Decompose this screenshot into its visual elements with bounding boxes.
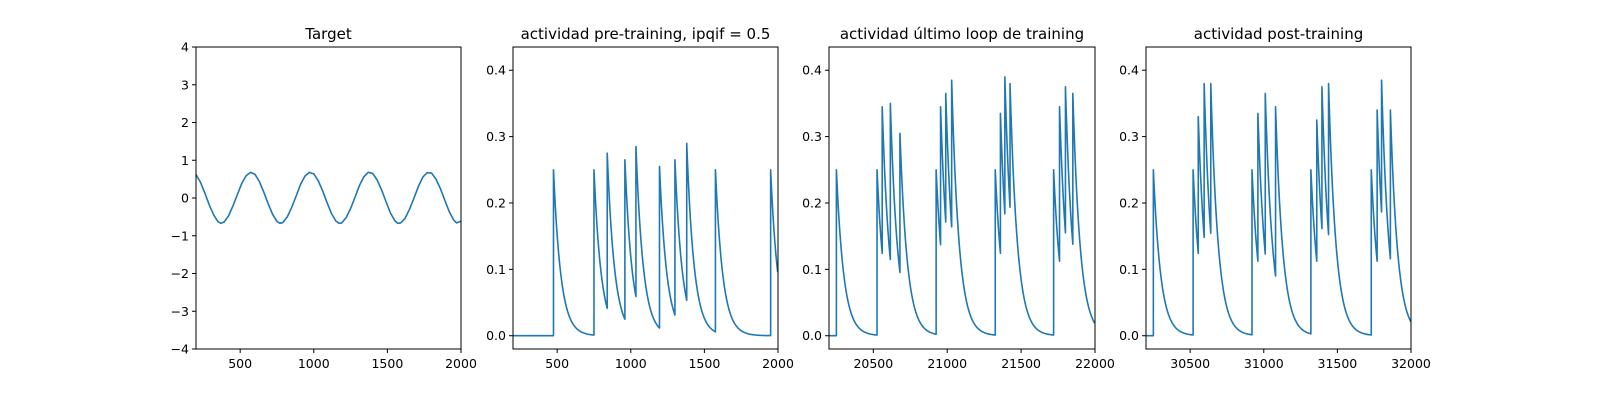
y-tick-label: 0.1 (1119, 262, 1139, 277)
y-tick-label: 0 (181, 191, 189, 206)
y-tick-label: 3 (181, 77, 189, 92)
y-tick-label: −4 (171, 342, 189, 357)
x-tick-label: 21000 (927, 356, 967, 371)
y-tick-label: 0.4 (802, 63, 822, 78)
axes-frame (512, 46, 779, 350)
y-tick-label: −1 (171, 228, 189, 243)
x-tick-label: 30500 (1170, 356, 1210, 371)
x-tick-label: 31500 (1318, 356, 1358, 371)
x-tick-label: 22000 (1075, 356, 1115, 371)
y-tick-label: 1 (181, 153, 189, 168)
x-tick-label: 500 (545, 356, 569, 371)
x-tick-label: 2000 (445, 356, 477, 371)
x-tick-label: 1500 (371, 356, 403, 371)
x-tick-label: 21500 (1001, 356, 1041, 371)
series-line (513, 142, 778, 337)
y-tick-label: 0.4 (1119, 63, 1139, 78)
series-line (196, 171, 461, 225)
x-tick-label: 500 (228, 356, 252, 371)
x-tick-label: 32000 (1391, 356, 1431, 371)
x-tick-label: 1000 (615, 356, 647, 371)
subplot-title: actividad último loop de training (840, 25, 1084, 43)
y-tick-label: 0.2 (1119, 195, 1139, 210)
x-tick-label: 2000 (762, 356, 794, 371)
subplot-title: Target (304, 25, 352, 43)
y-tick-label: 0.3 (486, 129, 506, 144)
axes-frame (1145, 46, 1412, 350)
y-tick-label: 0.1 (802, 262, 822, 277)
subplot-title: actividad post-training (1194, 25, 1363, 43)
x-tick-label: 1500 (688, 356, 720, 371)
y-tick-label: 4 (181, 40, 189, 55)
y-tick-label: 0.1 (486, 262, 506, 277)
subplot-post-training: actividad post-training 30500 31000 31500 32… (1119, 25, 1431, 371)
subplot-pre-training: actividad pre-training, ipqif = 0.5 500 10… (486, 25, 794, 371)
subplot-target: Target 500 1000 1500 2000 −4 −3 −2 −1 0 1 2 3 4 (171, 25, 477, 371)
y-tick-label: 2 (181, 115, 189, 130)
x-tick-label: 31000 (1244, 356, 1284, 371)
series-line (1146, 79, 1411, 337)
axes-frame (828, 46, 1096, 350)
y-tick-label: 0.0 (802, 328, 822, 343)
x-tick-label: 1000 (298, 356, 330, 371)
y-tick-label: 0.3 (1119, 129, 1139, 144)
y-tick-label: 0.2 (802, 195, 822, 210)
y-tick-label: 0.2 (486, 195, 506, 210)
y-tick-label: 0.0 (1119, 328, 1139, 343)
subplot-last-training-loop: actividad último loop de training 20500 21… (802, 25, 1115, 371)
y-tick-label: 0.0 (486, 328, 506, 343)
y-tick-label: −2 (171, 266, 189, 281)
x-tick-label: 20500 (853, 356, 893, 371)
y-tick-label: 0.3 (802, 129, 822, 144)
y-tick-label: 0.4 (486, 63, 506, 78)
subplot-title: actividad pre-training, ipqif = 0.5 (521, 25, 771, 43)
y-tick-label: −3 (171, 304, 189, 319)
series-line (829, 76, 1095, 337)
